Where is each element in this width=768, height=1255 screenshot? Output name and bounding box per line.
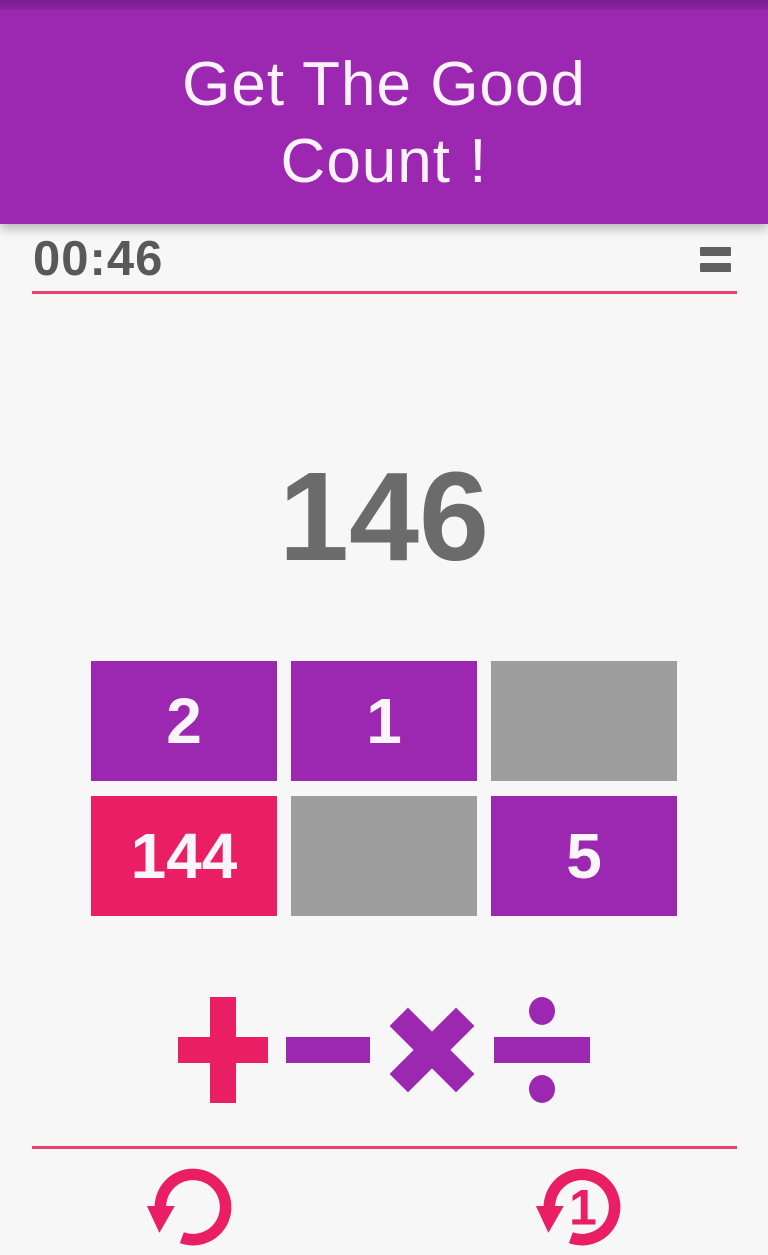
footer-divider-line bbox=[32, 1146, 737, 1149]
number-tile[interactable]: 1 bbox=[291, 661, 477, 781]
number-tile[interactable]: 5 bbox=[491, 796, 677, 916]
equals-bar-top bbox=[700, 246, 731, 256]
target-number: 146 bbox=[278, 446, 490, 587]
restart-icon[interactable] bbox=[145, 1159, 241, 1255]
undo-one-count: 1 bbox=[569, 1179, 597, 1235]
divide-operator-icon[interactable] bbox=[494, 997, 590, 1103]
number-tile-selected[interactable]: 144 bbox=[91, 796, 277, 916]
status-bar bbox=[0, 0, 768, 10]
undo-one-icon[interactable]: 1 bbox=[534, 1159, 630, 1255]
hud-divider-line bbox=[32, 291, 737, 294]
minus-operator-icon[interactable] bbox=[286, 997, 370, 1103]
equals-icon[interactable] bbox=[700, 243, 731, 276]
number-tile-empty bbox=[491, 661, 677, 781]
equals-bar-bottom bbox=[700, 262, 731, 272]
operator-row bbox=[0, 997, 768, 1103]
hud-bar: 00:46 bbox=[33, 230, 731, 288]
timer-display: 00:46 bbox=[33, 232, 164, 286]
number-tile[interactable]: 2 bbox=[91, 661, 277, 781]
app-title-line1: Get The Good bbox=[182, 50, 586, 119]
app-header: Get The Good Count ! bbox=[0, 0, 768, 224]
app-title-line2: Count ! bbox=[280, 127, 488, 196]
number-board: 2 1 144 5 bbox=[91, 661, 677, 916]
plus-operator-icon[interactable] bbox=[178, 997, 268, 1103]
multiply-operator-icon[interactable] bbox=[388, 997, 476, 1103]
number-tile-empty bbox=[291, 796, 477, 916]
